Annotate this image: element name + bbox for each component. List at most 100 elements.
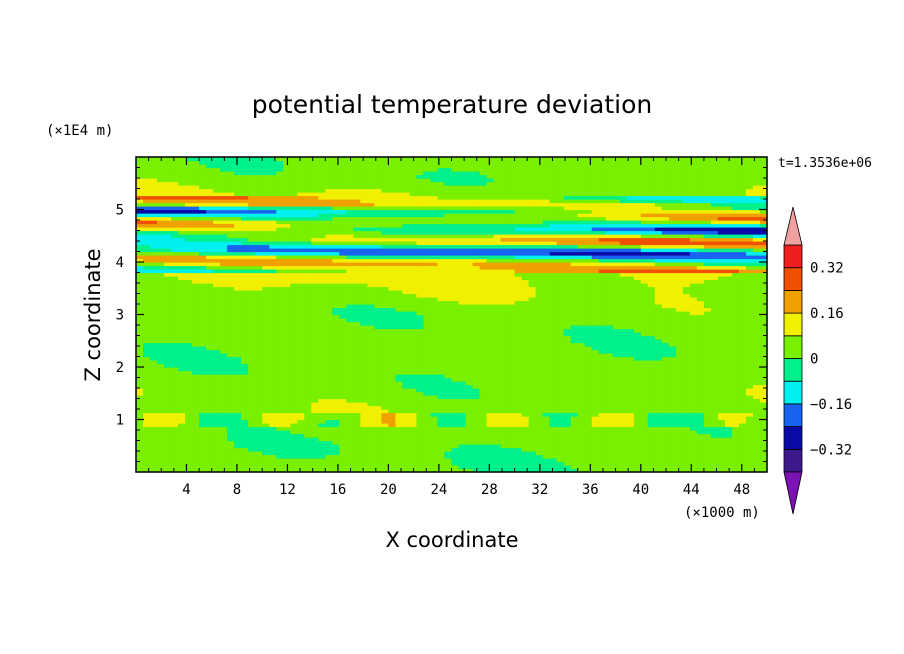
field-cell [143, 342, 151, 347]
field-cell [241, 374, 249, 379]
field-cell [570, 447, 579, 452]
field-cell [255, 426, 263, 431]
field-cell [423, 346, 432, 351]
field-cell [668, 283, 677, 288]
field-cell [276, 342, 284, 347]
field-cell [556, 304, 565, 309]
field-cell [633, 458, 642, 463]
field-cell [171, 297, 179, 302]
field-cell [619, 367, 628, 372]
field-cell [297, 444, 305, 449]
field-cell [290, 430, 298, 435]
field-cell [416, 290, 425, 295]
field-cell [395, 360, 404, 365]
field-cell [150, 311, 158, 316]
field-cell [486, 311, 495, 316]
field-cell [213, 360, 221, 365]
field-cell [647, 328, 656, 333]
field-cell [577, 405, 586, 410]
field-cell [710, 339, 719, 344]
field-cell [178, 276, 186, 281]
field-cell [444, 356, 453, 361]
field-cell [437, 381, 446, 386]
field-cell [255, 290, 263, 295]
field-cell [360, 465, 368, 470]
field-cell [598, 353, 607, 358]
field-cell [612, 339, 621, 344]
field-cell [262, 412, 270, 417]
field-cell [297, 458, 305, 463]
field-cell [150, 353, 158, 358]
field-cell [752, 342, 761, 347]
field-cell [213, 283, 221, 288]
field-cell [738, 458, 747, 463]
field-cell [367, 363, 375, 368]
field-cell [745, 402, 754, 407]
field-cell [423, 300, 432, 305]
field-cell [605, 290, 614, 295]
field-cell [220, 307, 228, 312]
field-cell [717, 311, 726, 316]
field-cell [570, 325, 579, 330]
field-cell [549, 458, 558, 463]
field-cell [689, 332, 698, 337]
field-cell [584, 437, 593, 442]
field-cell [374, 314, 382, 319]
field-cell [689, 409, 698, 414]
field-cell [528, 433, 537, 438]
field-cell [241, 395, 249, 400]
field-cell [507, 363, 516, 368]
field-cell [542, 461, 551, 466]
field-cell [486, 314, 495, 319]
field-cell [136, 356, 144, 361]
field-cell [318, 346, 326, 351]
field-cell [465, 444, 474, 449]
field-cell [290, 286, 298, 291]
field-cell [332, 300, 340, 305]
field-cell [752, 328, 761, 333]
field-cell [612, 363, 621, 368]
field-cell [185, 300, 193, 305]
field-cell [647, 293, 656, 298]
field-cell [542, 360, 551, 365]
field-cell [262, 451, 270, 456]
field-cell [297, 391, 305, 396]
field-cell [241, 451, 249, 456]
field-cell [493, 388, 502, 393]
field-cell [500, 447, 509, 452]
field-cell [416, 335, 425, 340]
field-cell [402, 395, 411, 400]
field-cell [486, 304, 495, 309]
field-cell [381, 363, 389, 368]
field-cell [206, 321, 214, 326]
field-cell [192, 433, 200, 438]
field-cell [731, 458, 740, 463]
field-cell [661, 381, 670, 386]
field-cell [584, 356, 593, 361]
field-cell [388, 454, 397, 459]
field-cell [563, 451, 572, 456]
field-cell [444, 398, 453, 403]
field-cell [675, 440, 684, 445]
field-cell [437, 433, 446, 438]
field-cell [290, 314, 298, 319]
field-cell [171, 465, 179, 470]
field-cell [297, 321, 305, 326]
field-cell [570, 395, 579, 400]
field-cell [675, 279, 684, 284]
field-cell [598, 297, 607, 302]
field-cell [549, 325, 558, 330]
field-cell [311, 346, 319, 351]
field-cell [535, 300, 544, 305]
field-cell [549, 353, 558, 358]
field-cell [304, 279, 312, 284]
field-cell [626, 342, 635, 347]
field-cell [717, 290, 726, 295]
field-cell [185, 321, 193, 326]
field-cell [514, 374, 523, 379]
field-cell [472, 283, 481, 288]
field-cell [696, 328, 705, 333]
field-cell [213, 377, 221, 382]
field-cell [675, 447, 684, 452]
field-cell [703, 409, 712, 414]
